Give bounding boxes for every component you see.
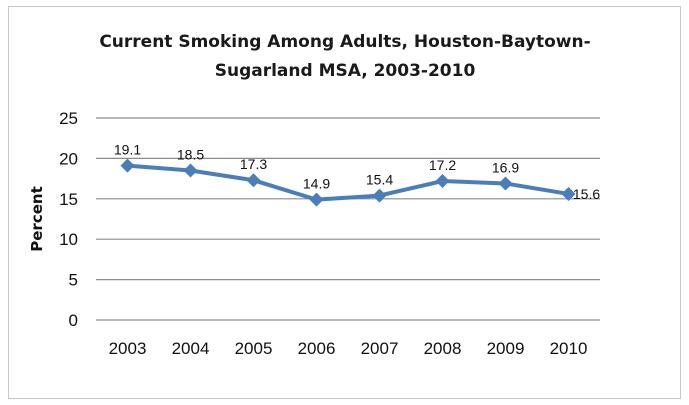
y-tick-label: 10 [59, 230, 78, 249]
chart-title-line-2: Sugarland MSA, 2003-2010 [215, 61, 476, 81]
data-point-marker [498, 176, 513, 191]
x-tick-label: 2005 [235, 339, 273, 358]
data-point-marker [183, 163, 198, 178]
x-tick-label: 2010 [550, 339, 588, 358]
y-tick-label: 0 [69, 311, 78, 330]
chart-frame [8, 6, 681, 399]
x-tick-label: 2003 [109, 339, 147, 358]
y-axis-label: Percent [28, 186, 46, 251]
data-point-marker [309, 192, 324, 207]
data-point-marker [372, 188, 387, 203]
data-labels: 19.1 18.5 17.3 14.9 15.4 17.2 16.9 15.6 [114, 142, 600, 202]
y-tick-label: 15 [59, 190, 78, 209]
data-label: 16.9 [492, 159, 519, 175]
y-tick-label: 20 [59, 149, 78, 168]
data-label: 17.3 [240, 156, 267, 172]
y-tick-label: 25 [59, 109, 78, 128]
data-label: 18.5 [177, 147, 204, 163]
series-line [127, 163, 569, 202]
data-label: 17.2 [429, 157, 456, 173]
data-point-marker [246, 173, 261, 188]
y-tick-label: 5 [69, 271, 78, 290]
data-point-marker [435, 174, 450, 189]
data-markers [120, 158, 576, 207]
data-label: 15.4 [366, 172, 393, 188]
data-label: 19.1 [114, 142, 141, 158]
chart-title-line-1: Current Smoking Among Adults, Houston-Ba… [99, 32, 590, 52]
gridlines [96, 117, 600, 321]
x-tick-label: 2004 [172, 339, 210, 358]
x-axis-ticks: 2003 2004 2005 2006 2007 2008 2009 2010 [109, 339, 588, 358]
x-tick-label: 2008 [424, 339, 462, 358]
data-label: 15.6 [573, 186, 600, 202]
x-tick-label: 2006 [298, 339, 336, 358]
data-point-marker [561, 186, 576, 201]
y-axis-ticks: 0 5 10 15 20 25 [59, 109, 78, 330]
x-tick-label: 2007 [361, 339, 399, 358]
data-label: 14.9 [303, 176, 330, 192]
x-tick-label: 2009 [487, 339, 525, 358]
data-point-marker [120, 158, 135, 173]
